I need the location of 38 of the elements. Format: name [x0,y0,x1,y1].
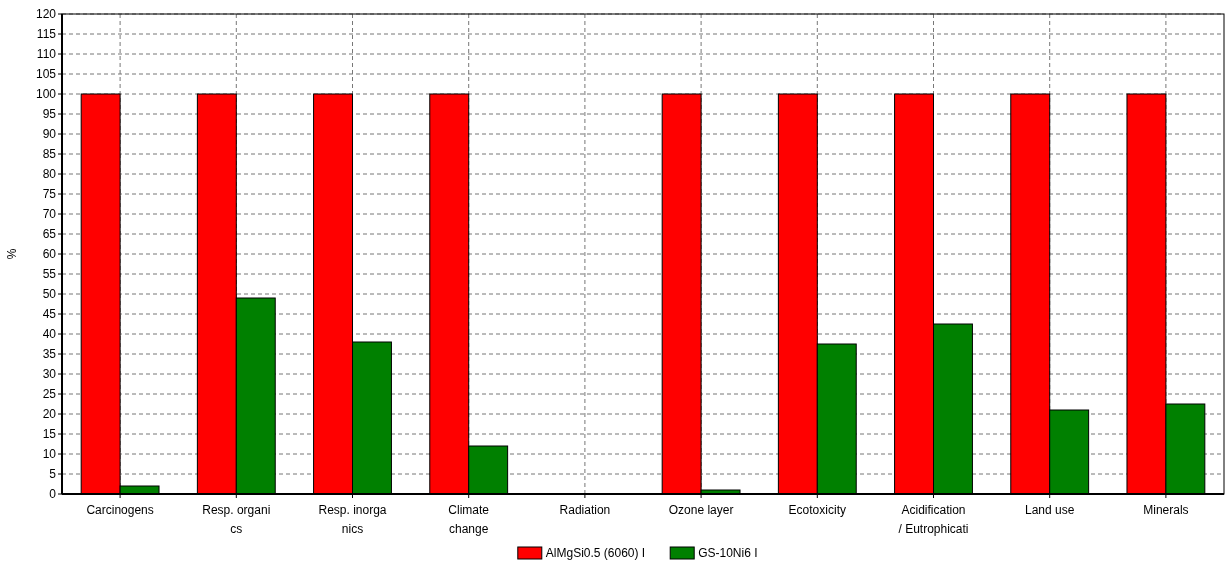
y-tick-label: 95 [42,107,57,122]
y-tick-label: 60 [42,247,57,262]
x-tick-label: Radiation [559,503,611,517]
y-tick-label: 80 [42,167,57,182]
y-tick-label: 105 [35,67,57,82]
y-tick-label: 85 [42,147,57,162]
y-tick-label: 45 [42,307,57,322]
y-tick-label: 0 [49,487,57,502]
y-tick-label: 30 [42,367,57,382]
y-tick-label: 65 [42,227,57,242]
y-tick-label: 110 [36,47,57,62]
y-tick-label: 100 [35,87,57,102]
y-tick-label: 70 [42,207,57,222]
x-tick-label: Land use [1025,503,1075,517]
y-tick-label: 75 [42,187,57,202]
y-tick-label: 15 [42,427,57,442]
y-tick-label: 35 [42,347,57,362]
y-tick-label: 40 [42,327,57,342]
y-tick-label: 120 [35,7,57,22]
y-tick-label: 50 [42,287,57,302]
y-tick-label: 5 [49,467,57,482]
x-tick-label: Acidification / Eutrophicati [898,503,969,536]
x-tick-label: Carcinogens [86,503,154,517]
y-tick-label: 20 [42,407,57,422]
y-tick-label: 55 [42,267,57,282]
x-tick-label: Ecotoxicity [788,503,846,517]
x-tick-label: Climate change [448,503,490,536]
legend-label: AlMgSi0.5 (6060) I [545,546,646,561]
y-tick-label: 90 [42,127,57,142]
x-tick-label: Resp. inorga nics [318,503,387,536]
x-tick-label: Ozone layer [668,503,734,517]
x-tick-label: Resp. organi cs [202,503,271,536]
y-tick-label: 10 [42,447,57,462]
legend-label: GS-10Ni6 I [698,546,758,561]
x-tick-label: Minerals [1143,503,1189,517]
y-tick-label: 115 [36,27,57,42]
y-tick-label: 25 [42,387,57,402]
y-axis-title: % [5,248,19,260]
